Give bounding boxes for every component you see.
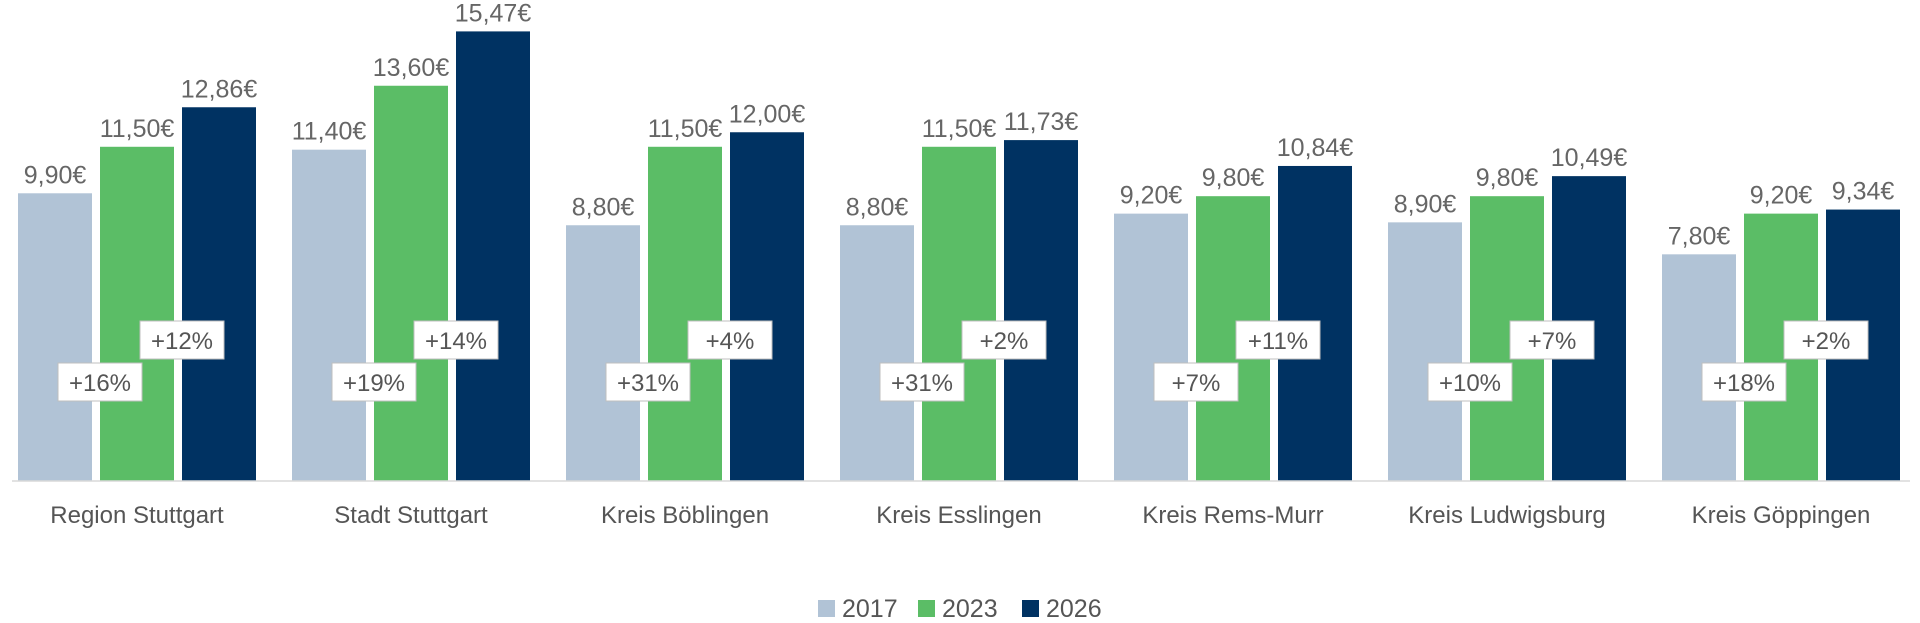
- value-label-2023-4: 9,80€: [1202, 164, 1265, 192]
- value-label-2023-0: 11,50€: [100, 115, 175, 143]
- category-label-3: Kreis Esslingen: [876, 502, 1041, 529]
- bar-2026-1: [456, 31, 530, 481]
- change-2017-2023-3-label: +31%: [891, 370, 953, 397]
- bar-2017-0: [18, 193, 92, 481]
- change-2017-2023-5-label: +10%: [1439, 370, 1501, 397]
- change-2017-2023-2-box: [605, 362, 691, 402]
- bar-2023-3: [922, 146, 996, 481]
- value-label-2023-6: 9,20€: [1750, 182, 1813, 210]
- value-label-2017-6: 7,80€: [1668, 222, 1731, 250]
- change-2023-2026-6-box: [1783, 320, 1869, 360]
- change-labels-layer: +16% +12% +19% +14% +31% +4% +31% +2% +7% +11% +10…: [57, 320, 1869, 402]
- change-2017-2023-3-box: [879, 362, 965, 402]
- category-label-5: Kreis Ludwigsburg: [1408, 502, 1605, 529]
- value-label-2023-2: 11,50€: [648, 115, 723, 143]
- bar-2026-2: [730, 132, 804, 481]
- value-label-2017-0: 9,90€: [24, 161, 87, 189]
- change-2017-2023-4-label: +7%: [1172, 370, 1221, 397]
- change-2017-2023-2-label: +31%: [617, 370, 679, 397]
- value-label-2026-4: 10,84€: [1277, 134, 1354, 162]
- value-label-2026-6: 9,34€: [1832, 178, 1895, 206]
- change-2023-2026-4-label: +11%: [1248, 328, 1308, 355]
- category-label-1: Stadt Stuttgart: [334, 502, 488, 529]
- bar-2026-0: [182, 107, 256, 481]
- bar-2017-2: [566, 225, 640, 481]
- bar-2023-0: [100, 146, 174, 481]
- change-2023-2026-0-box: [139, 320, 225, 360]
- category-label-2: Kreis Böblingen: [601, 502, 769, 529]
- bars-layer: 9,90€11,50€12,86€11,40€13,60€15,47€8,80€…: [18, 0, 1900, 482]
- bar-2017-5: [1388, 222, 1462, 481]
- change-2017-2023-4-box: [1153, 362, 1239, 402]
- change-2017-2023-0-label: +16%: [69, 370, 131, 397]
- bar-2023-2: [648, 146, 722, 481]
- value-label-2026-1: 15,47€: [455, 0, 532, 27]
- change-2023-2026-1-box: [413, 320, 499, 360]
- change-2023-2026-5-box: [1509, 320, 1595, 360]
- value-label-2017-3: 8,80€: [846, 193, 909, 221]
- change-2023-2026-3-box: [961, 320, 1047, 360]
- category-label-4: Kreis Rems-Murr: [1142, 502, 1323, 529]
- value-label-2026-0: 12,86€: [181, 75, 258, 103]
- value-label-2017-5: 8,90€: [1394, 190, 1457, 218]
- change-2023-2026-4-box: [1235, 320, 1321, 360]
- category-label-6: Kreis Göppingen: [1692, 502, 1871, 529]
- change-2023-2026-1-label: +14%: [425, 328, 487, 355]
- value-label-2017-2: 8,80€: [572, 193, 635, 221]
- bar-2017-4: [1114, 213, 1188, 481]
- change-2017-2023-1-label: +19%: [343, 370, 405, 397]
- value-label-2023-1: 13,60€: [373, 54, 450, 82]
- legend-swatch-2017: [818, 600, 835, 617]
- category-label-0: Region Stuttgart: [50, 502, 224, 529]
- change-2017-2023-1-box: [331, 362, 417, 402]
- change-2017-2023-5-box: [1427, 362, 1513, 402]
- value-label-2017-4: 9,20€: [1120, 182, 1183, 210]
- bar-2017-3: [840, 225, 914, 481]
- bar-2023-1: [374, 85, 448, 481]
- legend-label-2017: 2017: [842, 595, 898, 623]
- value-label-2023-3: 11,50€: [922, 115, 997, 143]
- change-2023-2026-3-label: +2%: [980, 328, 1029, 355]
- change-2017-2023-6-box: [1701, 362, 1787, 402]
- legend-swatch-2023: [918, 600, 935, 617]
- category-labels-layer: Region Stuttgart Stadt Stuttgart Kreis Böb…: [50, 502, 1870, 529]
- change-2023-2026-0-label: +12%: [151, 328, 213, 355]
- bar-2026-3: [1004, 140, 1078, 482]
- value-label-2017-1: 11,40€: [292, 118, 367, 146]
- value-label-2026-3: 11,73€: [1004, 108, 1079, 136]
- change-2023-2026-2-box: [687, 320, 773, 360]
- bar-2017-1: [292, 149, 366, 481]
- change-2017-2023-0-box: [57, 362, 143, 402]
- legend-swatch-2026: [1022, 600, 1039, 617]
- change-2017-2023-6-label: +18%: [1713, 370, 1775, 397]
- value-label-2026-2: 12,00€: [729, 100, 806, 128]
- change-2023-2026-6-label: +2%: [1802, 328, 1851, 355]
- value-label-2023-5: 9,80€: [1476, 164, 1539, 192]
- change-2023-2026-2-label: +4%: [706, 328, 755, 355]
- change-2023-2026-5-label: +7%: [1528, 328, 1577, 355]
- legend-label-2023: 2023: [942, 595, 998, 623]
- value-label-2026-5: 10,49€: [1551, 144, 1628, 172]
- legend-label-2026: 2026: [1046, 595, 1102, 623]
- legend: 2017 2023 2026: [818, 595, 1102, 623]
